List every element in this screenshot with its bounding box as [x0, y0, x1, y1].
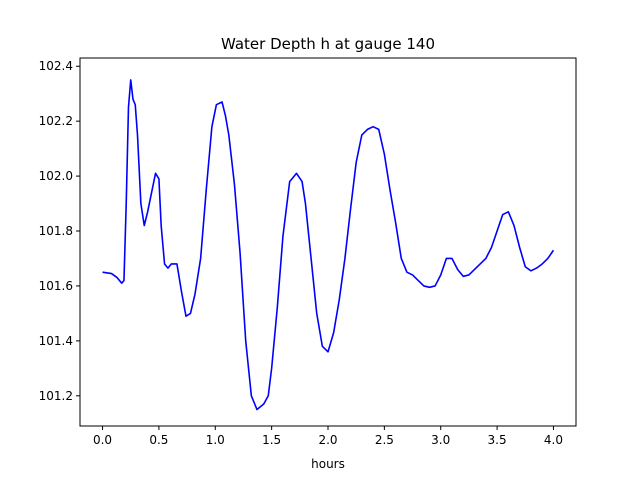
y-tick-label: 102.2	[39, 114, 73, 128]
x-axis-label: hours	[311, 457, 345, 471]
x-tick-label: 2.5	[375, 433, 394, 447]
y-tick-label: 101.8	[39, 224, 73, 238]
x-tick-label: 0.0	[93, 433, 112, 447]
x-tick-label: 4.0	[544, 433, 563, 447]
x-tick-label: 3.5	[488, 433, 507, 447]
plot-area	[102, 79, 555, 411]
y-tick-label: 101.4	[39, 334, 73, 348]
plot-frame	[79, 57, 577, 427]
x-tick-label: 1.5	[262, 433, 281, 447]
chart-title: Water Depth h at gauge 140	[221, 35, 435, 53]
x-axis: 0.0 0.5 1.0 1.5 2.0 2.5 3.0 3.5 4.0	[93, 426, 563, 447]
x-tick-label: 2.0	[318, 433, 337, 447]
x-tick-label: 3.0	[431, 433, 450, 447]
y-axis: 101.2 101.4 101.6 101.8 102.0 102.2 102.4	[39, 59, 80, 403]
y-tick-label: 101.6	[39, 279, 73, 293]
y-tick-label: 101.2	[39, 389, 73, 403]
x-tick-label: 1.0	[206, 433, 225, 447]
series-line-0	[102, 79, 555, 411]
y-tick-label: 102.0	[39, 169, 73, 183]
x-tick-label: 0.5	[149, 433, 168, 447]
y-tick-label: 102.4	[39, 59, 73, 73]
